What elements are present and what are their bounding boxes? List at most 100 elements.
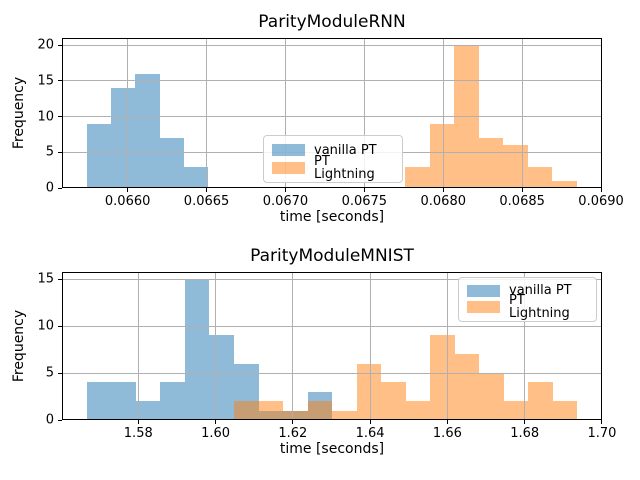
y-tick-label: 10 [37, 109, 54, 125]
hist-bar-pt-lightning [307, 401, 333, 420]
y-gridline [62, 278, 602, 280]
x-tick-mark [292, 420, 294, 424]
y-tick-mark [58, 151, 62, 153]
plot-title-rnn: ParityModuleRNN [258, 12, 406, 32]
legend-entry-pt-lightning: PT Lightning [272, 155, 394, 181]
x-tick-label: 0.0685 [499, 194, 545, 209]
x-tick-label: 0.0675 [341, 194, 388, 209]
legend-entry-pt-lightning: PT Lightning [467, 294, 588, 320]
x-gridline [215, 272, 217, 420]
y-gridline [62, 116, 602, 118]
y-tick-mark [58, 44, 62, 46]
x-tick-label: 1.64 [355, 426, 385, 441]
plot-area-mnist [62, 272, 603, 420]
x-tick-label: 0.0680 [420, 194, 467, 209]
hist-bar-pt-lightning [234, 401, 259, 420]
hist-bar-vanilla-pt [135, 401, 161, 420]
x-tick-label: 1.58 [123, 426, 153, 441]
x-gridline [284, 38, 286, 188]
legend-label-pt-lightning: PT Lightning [314, 154, 375, 182]
x-tick-mark [521, 188, 523, 192]
x-tick-mark [284, 188, 286, 192]
y-tick-label: 15 [37, 271, 54, 287]
x-tick-label: 1.60 [201, 426, 231, 441]
hist-bar-pt-lightning [503, 401, 529, 420]
y-tick-mark [58, 372, 62, 374]
plot-title-mnist: ParityModuleMNIST [250, 246, 414, 266]
hist-bar-vanilla-pt [159, 138, 184, 188]
x-tick-mark [369, 420, 371, 424]
y-tick-mark [58, 80, 62, 82]
x-tick-mark [442, 188, 444, 192]
hist-bar-vanilla-pt [86, 123, 111, 188]
x-axis-label-mnist: time [seconds] [279, 441, 385, 457]
x-gridline [206, 38, 208, 188]
x-gridline [292, 272, 294, 420]
pt-lightning-color-swatch [467, 301, 500, 313]
x-tick-mark [137, 420, 139, 424]
legend-label-vanilla-pt: vanilla PT [509, 283, 572, 298]
y-gridline [62, 325, 602, 327]
y-tick-label: 20 [37, 37, 54, 53]
hist-bar-pt-lightning [258, 401, 284, 420]
vanilla-pt-color-swatch [467, 284, 500, 297]
x-tick-mark [215, 420, 217, 424]
hist-bar-pt-lightning [528, 382, 553, 420]
hist-bar-pt-lightning [430, 335, 455, 420]
hist-bar-pt-lightning [429, 123, 454, 188]
hist-bar-vanilla-pt [135, 73, 160, 188]
y-tick-mark [58, 278, 62, 280]
x-gridline [127, 38, 129, 188]
legend-label-vanilla-pt: vanilla PT [314, 142, 377, 158]
y-tick-label: 0 [45, 412, 54, 428]
x-tick-mark [601, 420, 603, 424]
y-tick-mark [58, 187, 62, 189]
plot-area-rnn [62, 38, 602, 188]
y-tick-mark [58, 116, 62, 118]
x-tick-mark [206, 188, 208, 192]
hist-bar-vanilla-pt [111, 382, 136, 420]
hist-bar-pt-lightning [479, 373, 504, 420]
vanilla-pt-color-swatch [272, 144, 305, 156]
hist-bar-pt-lightning [381, 382, 406, 420]
hist-bar-vanilla-pt [86, 382, 112, 420]
x-gridline [524, 272, 526, 420]
hist-bar-pt-lightning [552, 180, 577, 188]
hist-bar-pt-lightning [527, 166, 553, 188]
hist-bar-pt-lightning [332, 410, 357, 420]
hist-bar-pt-lightning [283, 410, 308, 420]
hist-bar-pt-lightning [552, 401, 578, 420]
pt-lightning-color-swatch [272, 162, 305, 174]
legend-mnist: vanilla PT PT Lightning [458, 277, 597, 322]
x-gridline [363, 38, 365, 188]
x-gridline [446, 272, 448, 420]
x-tick-mark [600, 188, 602, 192]
hist-bar-vanilla-pt [110, 88, 136, 188]
x-gridline [442, 38, 444, 188]
x-tick-mark [524, 420, 526, 424]
hist-bar-vanilla-pt [184, 279, 210, 420]
y-tick-label: 5 [45, 365, 54, 381]
x-tick-label: 0.0660 [104, 194, 151, 209]
y-tick-mark [58, 419, 62, 421]
legend-rnn: vanilla PT PT Lightning [263, 135, 403, 183]
x-gridline [521, 38, 523, 188]
x-gridline [601, 272, 603, 420]
x-tick-label: 0.0665 [183, 194, 230, 209]
hist-bar-vanilla-pt [183, 166, 209, 188]
x-tick-label: 0.0670 [262, 194, 309, 209]
x-tick-label: 1.68 [510, 426, 540, 441]
y-tick-label: 5 [45, 144, 54, 160]
x-tick-label: 1.66 [432, 426, 462, 441]
y-tick-label: 0 [45, 180, 54, 196]
legend-entry-vanilla-pt: vanilla PT [467, 283, 588, 298]
hist-bar-vanilla-pt [209, 335, 234, 420]
x-tick-mark [127, 188, 129, 192]
x-tick-label: 1.62 [278, 426, 308, 441]
y-tick-mark [58, 325, 62, 327]
x-tick-mark [363, 188, 365, 192]
y-gridline [62, 372, 602, 374]
y-tick-label: 15 [37, 73, 54, 89]
x-tick-label: 1.70 [587, 426, 617, 441]
